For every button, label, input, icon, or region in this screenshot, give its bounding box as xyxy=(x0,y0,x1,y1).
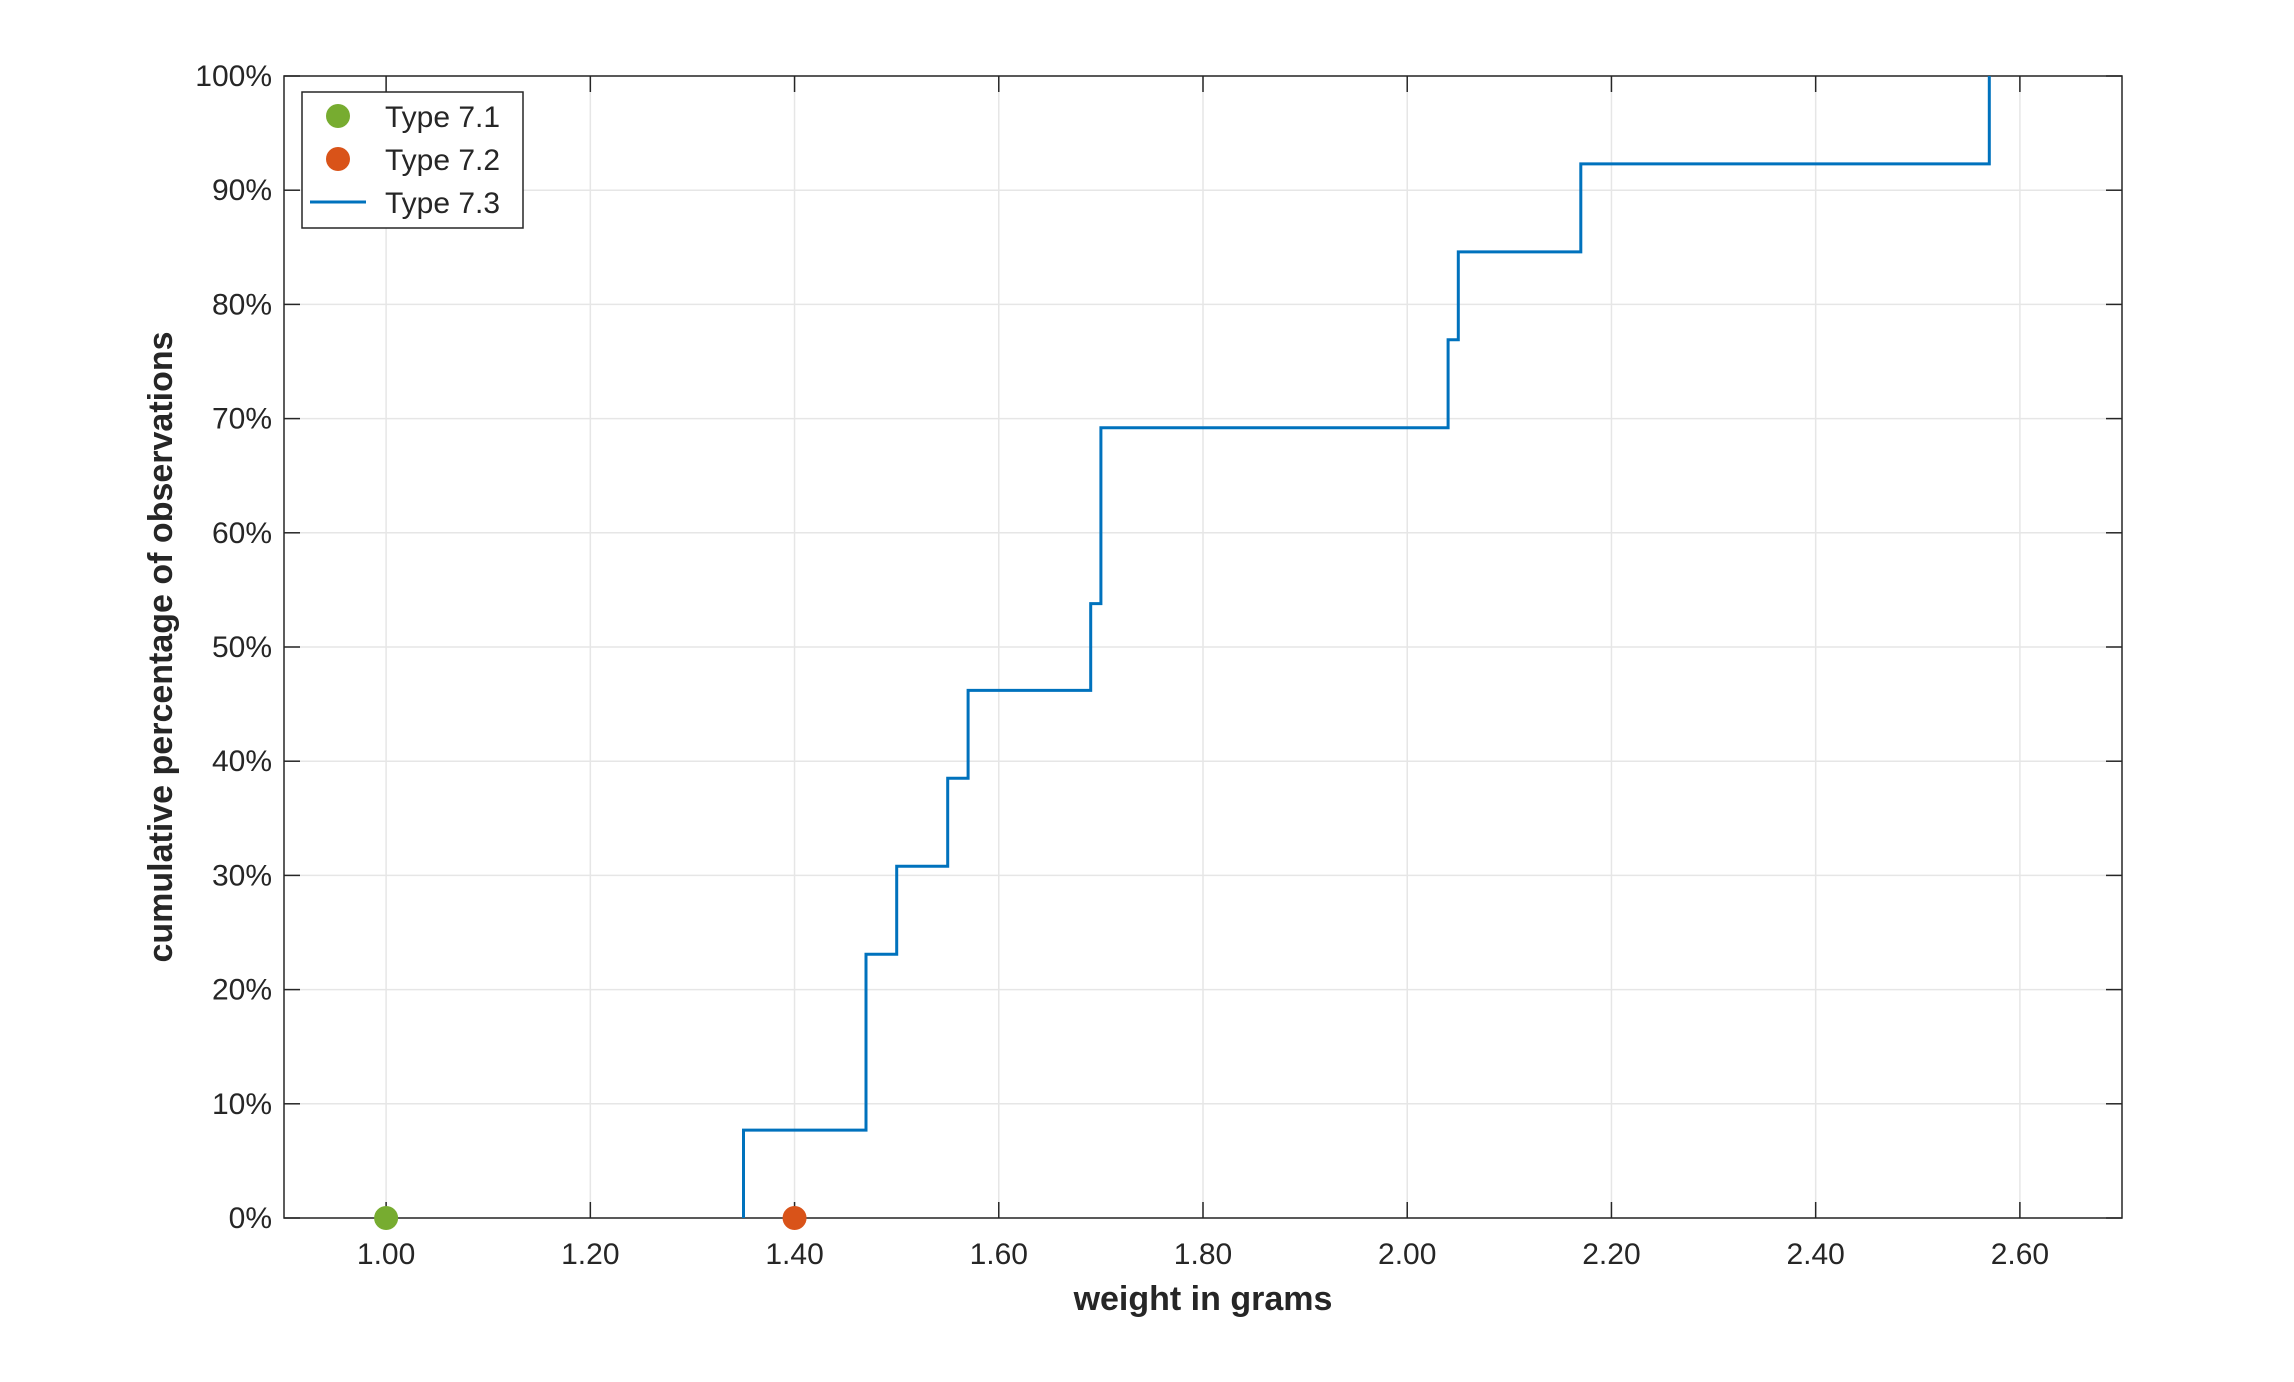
series-layer xyxy=(374,76,1991,1230)
series-line-type-7-3 xyxy=(742,76,1991,1218)
x-tick-label: 2.40 xyxy=(1786,1238,1844,1271)
x-tick-label: 2.00 xyxy=(1378,1238,1436,1271)
x-tick-label: 1.80 xyxy=(1174,1238,1232,1271)
legend-label: Type 7.3 xyxy=(385,187,500,220)
x-tick-label: 1.60 xyxy=(970,1238,1028,1271)
x-tick-label: 1.40 xyxy=(765,1238,823,1271)
y-tick-label: 100% xyxy=(195,60,272,93)
legend-label: Type 7.2 xyxy=(385,144,500,177)
legend-label: Type 7.1 xyxy=(385,101,500,134)
y-tick-label: 0% xyxy=(229,1202,272,1235)
y-tick-label: 40% xyxy=(212,745,272,778)
x-tick-label: 2.20 xyxy=(1582,1238,1640,1271)
x-tick-label: 2.60 xyxy=(1991,1238,2049,1271)
y-tick-label: 60% xyxy=(212,517,272,550)
y-axis-title: cumulative percentage of observations xyxy=(142,331,180,962)
y-tick-label: 10% xyxy=(212,1088,272,1121)
y-tick-label: 50% xyxy=(212,631,272,664)
legend: Type 7.1 Type 7.2 Type 7.3 xyxy=(301,91,524,229)
x-tick-label: 1.20 xyxy=(561,1238,619,1271)
data-point-type-7-2 xyxy=(782,1206,807,1230)
y-tick-labels: 0% 10% 20% 30% 40% 50% 60% 70% 80% 90% 100% xyxy=(195,60,272,1235)
y-tick-label: 30% xyxy=(212,859,272,892)
x-axis-title: weight in grams xyxy=(1073,1280,1333,1318)
data-point-type-7-1 xyxy=(374,1206,399,1230)
legend-swatch-marker xyxy=(326,104,350,128)
x-tick-label: 1.00 xyxy=(357,1238,415,1271)
y-tick-label: 80% xyxy=(212,288,272,321)
legend-swatch-marker xyxy=(326,147,350,171)
y-tick-label: 90% xyxy=(212,174,272,207)
y-tick-label: 20% xyxy=(212,974,272,1007)
y-tick-label: 70% xyxy=(212,403,272,436)
x-tick-labels: 1.00 1.20 1.40 1.60 1.80 2.00 2.20 2.40 2.60 xyxy=(357,1238,2049,1271)
